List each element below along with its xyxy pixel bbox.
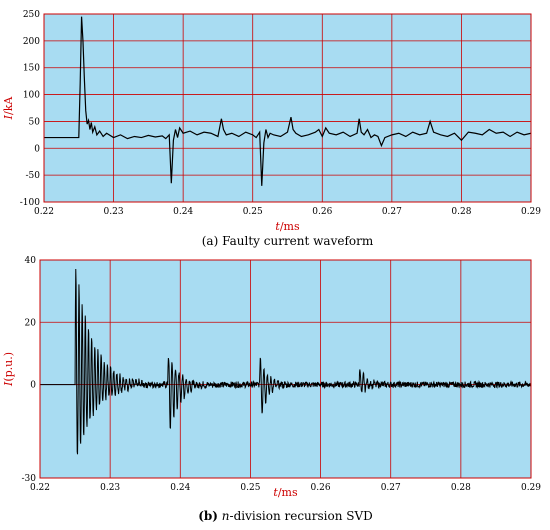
chart-b: 0.22 0.23 0.24 0.25 0.26 0.27 0.28 0.29 40 20 0 -3… [2, 256, 541, 523]
chart-a-grid [43, 13, 532, 203]
chart-b-y-tick-label: 0 [30, 381, 36, 391]
chart-b-x-tick-label: 0.25 [240, 483, 260, 493]
chart-a-x-axis-label: t/ms [275, 220, 300, 233]
chart-a-x-tick-label: 0.25 [243, 207, 263, 217]
chart-b-y-axis-label: I(p.u.) [2, 352, 15, 387]
chart-a-series-line [44, 16, 532, 186]
chart-a-x-tick-label: 0.23 [104, 207, 124, 217]
chart-a-y-tick-label: 150 [23, 64, 40, 74]
chart-a-x-ticks: 0.22 0.23 0.24 0.25 0.26 0.27 0.28 0.29 [34, 207, 541, 217]
chart-a-caption: (a) Faulty current waveform [202, 234, 374, 248]
chart-a: 0.22 0.23 0.24 0.25 0.26 0.27 0.28 0.29 250 200 1… [2, 10, 541, 248]
chart-b-x-tick-label: 0.22 [30, 483, 50, 493]
chart-a-frame [43, 13, 532, 203]
chart-a-x-tick-label: 0.24 [173, 207, 193, 217]
chart-a-y-tick-label: 200 [23, 37, 40, 47]
chart-b-plot-area [40, 260, 531, 478]
chart-a-y-tick-label: -50 [26, 171, 41, 181]
chart-b-x-tick-label: 0.29 [521, 483, 541, 493]
chart-b-caption: (b) n-division recursion SVD [198, 509, 373, 523]
chart-a-y-ticks: 250 200 150 100 50 0 -50 -100 [20, 10, 41, 208]
chart-b-series-line [40, 268, 532, 455]
chart-a-x-tick-label: 0.29 [521, 207, 541, 217]
chart-b-x-tick-label: 0.24 [170, 483, 190, 493]
chart-a-y-tick-label: -100 [20, 198, 40, 208]
chart-b-x-tick-label: 0.23 [100, 483, 120, 493]
chart-b-y-tick-label: 20 [25, 318, 37, 328]
chart-b-y-ticks: 40 20 0 -30 [22, 256, 37, 484]
chart-b-x-ticks: 0.22 0.23 0.24 0.25 0.26 0.27 0.28 0.29 [30, 483, 541, 493]
chart-b-frame [39, 259, 532, 479]
chart-b-y-tick-label: -30 [22, 474, 37, 484]
chart-b-x-axis-label: t/ms [273, 486, 298, 499]
chart-b-x-tick-label: 0.27 [381, 483, 401, 493]
chart-a-y-tick-label: 250 [23, 10, 40, 20]
chart-b-x-tick-label: 0.28 [451, 483, 471, 493]
chart-a-x-tick-label: 0.27 [382, 207, 402, 217]
chart-a-plot-area [44, 14, 531, 202]
chart-a-y-axis-label: I/kA [2, 96, 15, 121]
chart-b-x-tick-label: 0.26 [311, 483, 331, 493]
chart-a-x-tick-label: 0.22 [34, 207, 54, 217]
chart-a-y-tick-label: 50 [29, 117, 41, 127]
chart-a-x-tick-label: 0.28 [451, 207, 471, 217]
chart-a-x-tick-label: 0.26 [312, 207, 332, 217]
chart-a-y-tick-label: 100 [23, 91, 40, 101]
chart-a-y-tick-label: 0 [34, 144, 40, 154]
chart-b-y-tick-label: 40 [25, 256, 37, 266]
